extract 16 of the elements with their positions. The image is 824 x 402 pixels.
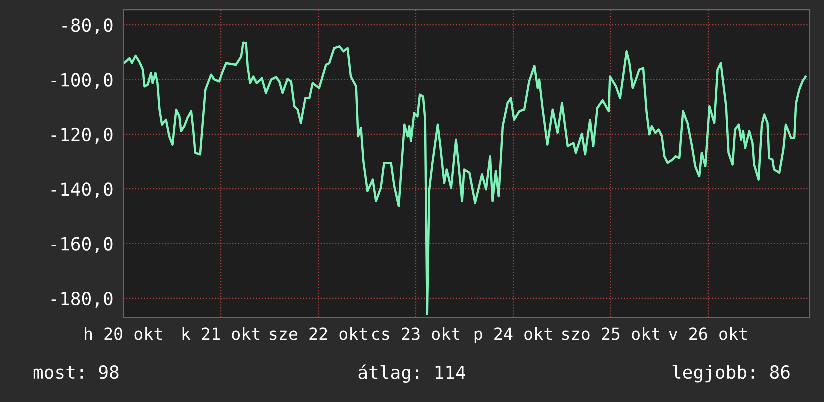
y-tick-label: -160,0: [52, 237, 113, 254]
x-tick-label: sze 22 okt: [270, 327, 368, 340]
text: átlag: 114: [358, 364, 466, 384]
y-tick-label: -180,0: [52, 292, 113, 308]
x-tick-label: szo 25 okt: [562, 327, 660, 340]
y-tick-label: -100,0: [52, 73, 113, 90]
y-tick-label: -80,0: [62, 18, 113, 35]
y-tick-label: -140,0: [52, 182, 113, 199]
x-tick-label: k 21 okt: [182, 327, 260, 340]
x-tick-label: v 26 okt: [669, 327, 747, 340]
y-tick-label: -120,0: [52, 128, 113, 144]
x-tick-label: cs 23 okt: [372, 327, 460, 340]
text: legjobb: 86: [672, 365, 790, 383]
text: most: 98: [34, 365, 119, 380]
x-tick-label: h 20 okt: [85, 327, 162, 340]
x-tick-label: p 24 okt: [474, 327, 552, 344]
